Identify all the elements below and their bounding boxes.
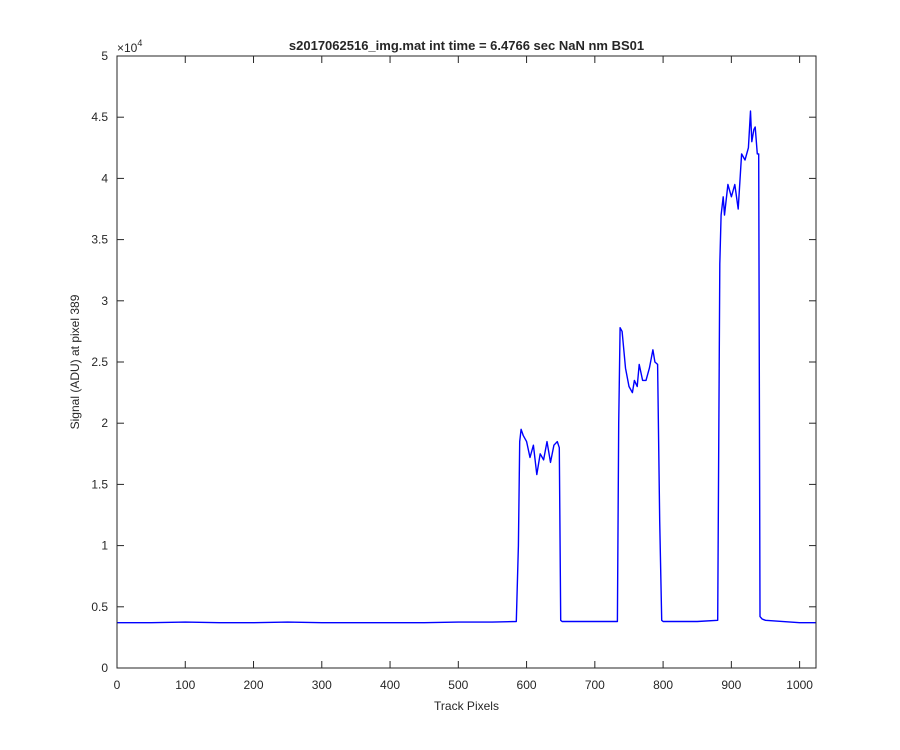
x-tick-label: 700 bbox=[585, 678, 605, 692]
y-tick-label: 5 bbox=[101, 49, 108, 63]
y-tick-label: 3 bbox=[101, 294, 108, 308]
y-tick-label: 0.5 bbox=[91, 600, 108, 614]
series-line bbox=[117, 110, 816, 624]
x-tick-label: 300 bbox=[312, 678, 332, 692]
ticks-layer: 0 100 200 300 400 500 600 700 800 900 1000 0 0.5 1 1.5… bbox=[91, 49, 816, 692]
x-tick-label: 800 bbox=[653, 678, 673, 692]
chart-title: s2017062516_img.mat int time = 6.4766 se… bbox=[289, 38, 644, 53]
x-tick-label: 100 bbox=[175, 678, 195, 692]
y-tick-label: 4 bbox=[101, 171, 108, 185]
y-tick-label: 1 bbox=[101, 539, 108, 553]
y-tick-label: 0 bbox=[101, 661, 108, 675]
x-tick-label: 1000 bbox=[786, 678, 813, 692]
x-tick-label: 200 bbox=[244, 678, 264, 692]
x-tick-label: 500 bbox=[448, 678, 468, 692]
y-tick-label: 3.5 bbox=[91, 233, 108, 247]
x-axis-label: Track Pixels bbox=[434, 699, 499, 713]
y-tick-label: 1.5 bbox=[91, 477, 108, 491]
axes-box bbox=[116, 55, 817, 669]
y-tick-label: 2.5 bbox=[91, 355, 108, 369]
y-tick-label: 4.5 bbox=[91, 110, 108, 124]
y-axis-label: Signal (ADU) at pixel 389 bbox=[68, 294, 82, 429]
plot-area-background bbox=[117, 56, 816, 668]
y-tick-label: 2 bbox=[101, 416, 108, 430]
x-tick-label: 0 bbox=[114, 678, 121, 692]
x-tick-label: 900 bbox=[721, 678, 741, 692]
y-exponent-label: ×104 bbox=[117, 38, 142, 55]
x-tick-label: 600 bbox=[517, 678, 537, 692]
x-tick-label: 400 bbox=[380, 678, 400, 692]
